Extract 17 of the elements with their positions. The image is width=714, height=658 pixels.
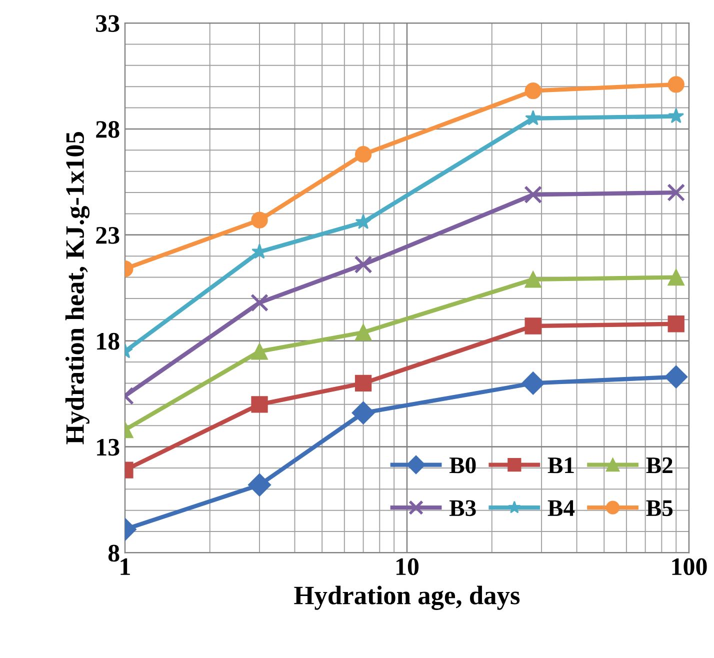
legend-label: B4 — [548, 500, 575, 516]
legend-label: B0 — [449, 457, 476, 474]
x-tick-label: 1 — [120, 558, 130, 575]
y-tick-label: 13 — [97, 438, 120, 456]
legend-label: B1 — [548, 457, 574, 474]
legend-label: B2 — [646, 457, 672, 474]
x-tick-label: 10 — [396, 558, 419, 576]
x-axis-title: Hydration age, days — [294, 586, 520, 610]
y-tick-label: 8 — [108, 544, 120, 562]
y-axis-title: Hydration heat, KJ.g-1x105 — [65, 132, 90, 444]
y-tick-label: 33 — [96, 15, 120, 32]
y-tick-label: 18 — [97, 332, 120, 350]
legend-label: B3 — [449, 500, 476, 516]
y-tick-label: 23 — [96, 227, 120, 244]
y-tick-label: 28 — [96, 121, 120, 138]
x-tick-label: 100 — [672, 558, 707, 576]
legend-label: B5 — [646, 500, 673, 516]
